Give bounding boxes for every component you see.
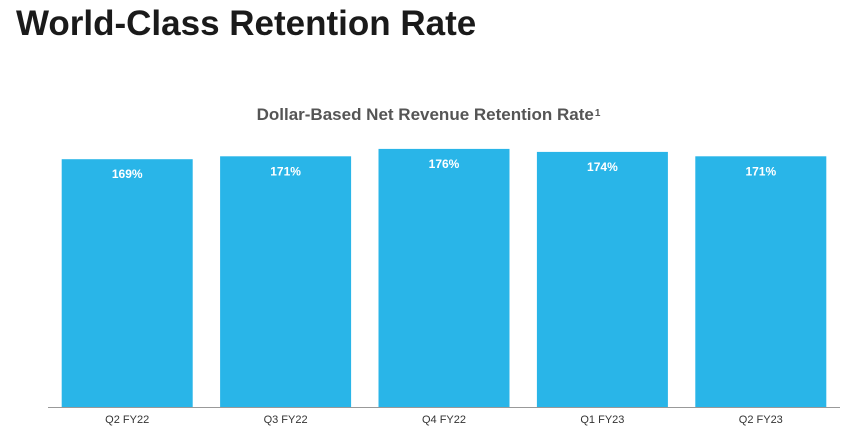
- x-tick-label: Q1 FY23: [580, 414, 624, 426]
- bar-q4-fy22: [378, 148, 510, 407]
- x-tick-label: Q2 FY22: [105, 414, 149, 426]
- bar-value-label: 171%: [270, 164, 301, 178]
- chart-title: Dollar-Based Net Revenue Retention Rate1: [0, 104, 857, 126]
- bar-q3-fy22: [220, 156, 352, 407]
- bar-q2-fy22: [61, 159, 193, 407]
- bar-value-label: 169%: [112, 167, 143, 181]
- page-title: World-Class Retention Rate: [16, 4, 477, 43]
- bar-q2-fy23: [695, 156, 827, 407]
- bar-q1-fy23: [536, 151, 668, 407]
- x-tick-label: Q3 FY22: [264, 414, 308, 426]
- chart-title-footnote: 1: [594, 108, 601, 119]
- x-tick-label: Q4 FY22: [422, 414, 466, 426]
- bar-value-label: 174%: [587, 160, 618, 174]
- bar-value-label: 171%: [745, 164, 776, 178]
- x-tick-label: Q2 FY23: [739, 414, 783, 426]
- bar-value-label: 176%: [429, 157, 460, 171]
- chart-title-text: Dollar-Based Net Revenue Retention Rate: [256, 105, 594, 124]
